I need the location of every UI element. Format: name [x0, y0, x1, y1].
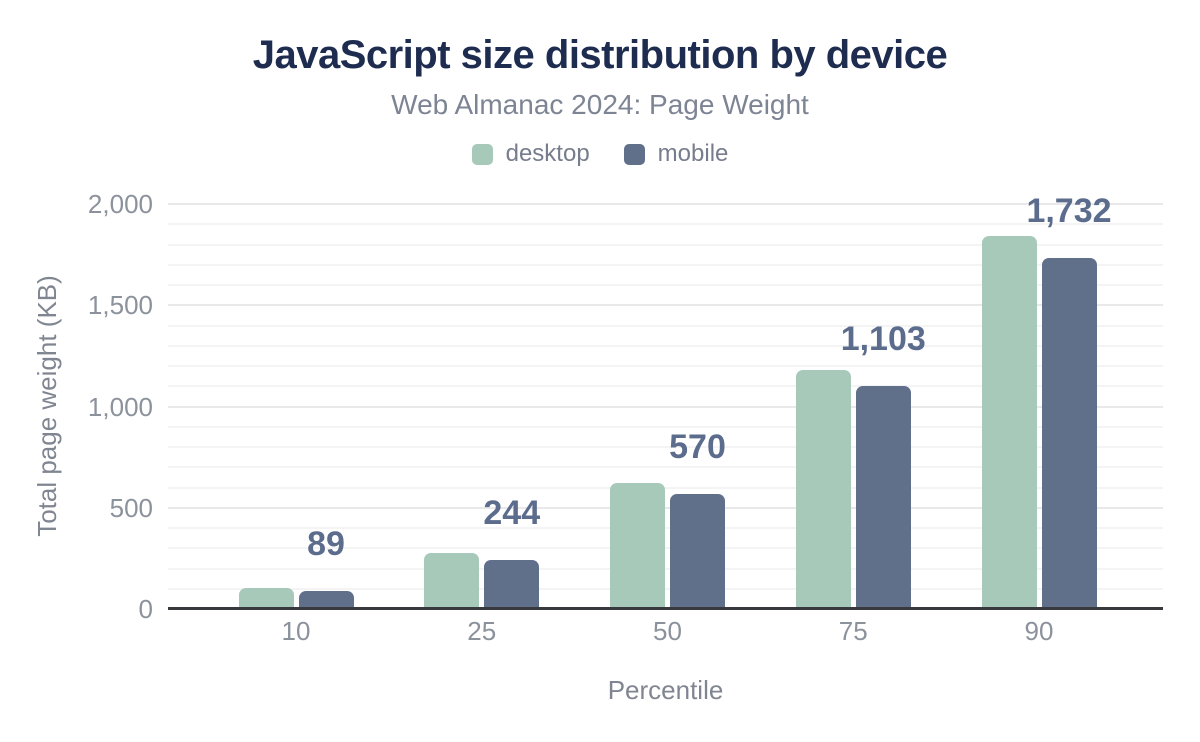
desktop-swatch-icon [471, 143, 493, 165]
x-tick-label-90: 90 [1024, 616, 1054, 646]
plot-area: 89 244 570 1,103 1,732 0 500 1,000 1,500 2,000 1… [88, 191, 1163, 644]
bar-mobile-p75[interactable] [855, 386, 911, 609]
gridline-1000 [168, 405, 1163, 408]
data-label-mobile-p10: 89 [307, 525, 345, 563]
gridline-300 [168, 547, 1163, 550]
gridline-1200 [168, 365, 1163, 367]
gridline-2000 [168, 203, 1163, 205]
chart-subtitle: Web Almanac 2024: Page Weight [391, 89, 809, 120]
gridline-1300 [168, 344, 1163, 347]
data-label-mobile-p25: 244 [483, 494, 541, 532]
legend-label-desktop: desktop [505, 140, 590, 167]
legend-item-desktop[interactable]: desktop [471, 140, 590, 167]
gridline-1800 [168, 243, 1163, 246]
gridline-700 [168, 466, 1163, 469]
data-label-mobile-p75: 1,103 [840, 320, 926, 358]
x-tick-label-10: 10 [281, 616, 311, 646]
gridline-500 [168, 506, 1163, 509]
x-tick-label-75: 75 [838, 616, 868, 646]
legend: desktop mobile [0, 142, 1200, 166]
gridline-100 [168, 587, 1163, 590]
gridline-1400 [168, 324, 1163, 327]
x-tick-label-25: 25 [467, 616, 497, 646]
data-label-mobile-p90: 1,732 [1026, 192, 1112, 230]
bar-desktop-p90[interactable] [981, 236, 1037, 609]
gridline-1500 [168, 304, 1163, 307]
bar-desktop-p50[interactable] [610, 483, 665, 609]
bar-mobile-p50[interactable] [670, 494, 725, 609]
bar-desktop-p10[interactable] [238, 588, 294, 609]
gridline-1100 [168, 385, 1163, 388]
y-tick-label-1500: 1,500 [87, 290, 153, 321]
x-tick-label-50: 50 [653, 616, 682, 646]
chart-title: JavaScript size distribution by device [252, 33, 948, 77]
y-tick-label-2000: 2,000 [87, 189, 153, 219]
bar-mobile-p25[interactable] [484, 560, 540, 609]
mobile-swatch-icon [623, 143, 645, 165]
gridline-900 [168, 425, 1163, 428]
gridline-1600 [168, 284, 1163, 286]
gridline-200 [168, 567, 1163, 570]
gridline-600 [168, 486, 1163, 489]
y-axis-title: Total page weight (KB) [32, 275, 62, 537]
gridline-1900 [168, 223, 1163, 226]
x-axis-line [168, 607, 1163, 610]
bar-mobile-p90[interactable] [1041, 258, 1097, 609]
x-axis-title: Percentile [607, 675, 724, 705]
bar-mobile-p10[interactable] [298, 591, 354, 609]
gridline-800 [168, 446, 1163, 448]
legend-label-mobile: mobile [657, 140, 729, 167]
y-tick-label-0: 0 [138, 594, 153, 624]
y-tick-label-500: 500 [109, 492, 153, 523]
gridline-1700 [168, 263, 1163, 266]
gridline-400 [168, 527, 1163, 529]
bar-desktop-p25[interactable] [424, 553, 480, 609]
legend-item-mobile[interactable]: mobile [623, 140, 729, 167]
y-tick-label-1000: 1,000 [87, 391, 153, 422]
bar-desktop-p75[interactable] [795, 370, 851, 609]
data-label-mobile-p50: 570 [669, 428, 726, 466]
